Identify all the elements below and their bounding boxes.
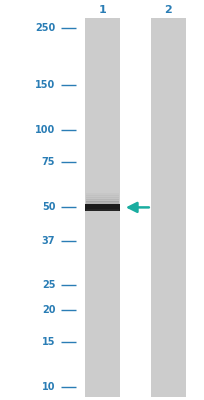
Text: 1: 1	[98, 5, 106, 15]
Bar	[86, 198, 118, 200]
Bar	[85, 204, 119, 211]
Text: 25: 25	[42, 280, 55, 290]
Text: 15: 15	[42, 337, 55, 347]
Bar	[86, 202, 118, 204]
Text: 2: 2	[163, 5, 171, 15]
Bar	[86, 209, 118, 211]
Bar	[85, 18, 119, 397]
Bar	[86, 196, 118, 198]
Text: 50: 50	[42, 202, 55, 212]
Bar	[150, 18, 185, 397]
Text: 100: 100	[35, 125, 55, 135]
Bar	[86, 200, 118, 202]
Text: 10: 10	[42, 382, 55, 392]
Bar	[86, 194, 118, 196]
Text: 150: 150	[35, 80, 55, 90]
Text: 250: 250	[35, 23, 55, 33]
Text: 20: 20	[42, 304, 55, 314]
Text: 37: 37	[42, 236, 55, 246]
Text: 75: 75	[42, 157, 55, 167]
